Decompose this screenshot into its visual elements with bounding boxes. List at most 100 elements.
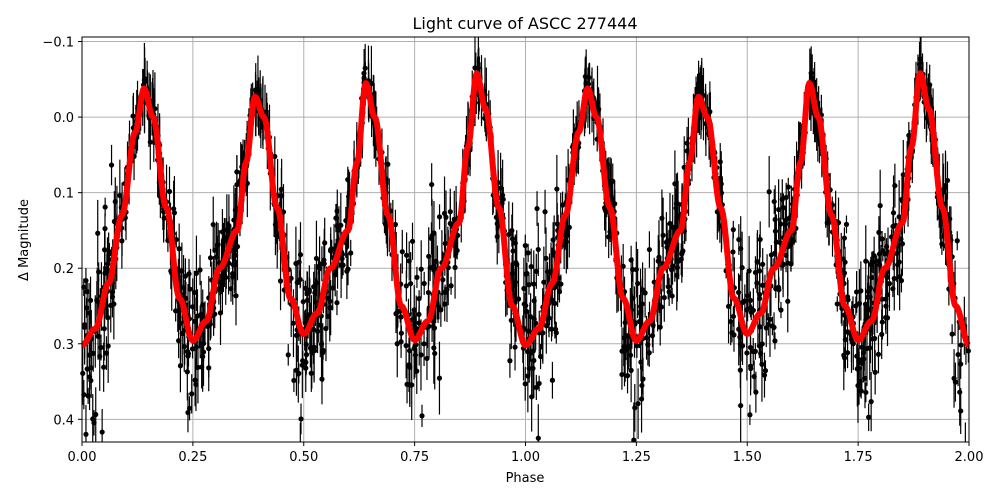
observation-point xyxy=(747,404,753,425)
observation-point xyxy=(834,296,840,312)
observation-point xyxy=(747,332,754,363)
chart-title: Light curve of ASCC 277444 xyxy=(412,14,637,33)
observation-point xyxy=(866,403,872,432)
observation-point xyxy=(294,264,300,301)
observation-point xyxy=(441,176,448,251)
observation-point xyxy=(549,361,556,399)
observation-point xyxy=(436,341,443,415)
observation-point xyxy=(534,191,540,226)
observation-point xyxy=(514,230,520,299)
observation-point xyxy=(879,309,885,360)
observation-point xyxy=(785,270,791,333)
observation-point xyxy=(632,384,638,432)
observation-point xyxy=(620,243,626,289)
observation-point xyxy=(863,382,869,403)
observation-point xyxy=(658,289,665,325)
observation-point xyxy=(863,225,869,298)
x-tick-label: 1.00 xyxy=(511,450,540,465)
observation-point xyxy=(99,409,105,442)
observation-point xyxy=(285,344,291,366)
y-tick-label: 0.3 xyxy=(53,338,74,353)
observation-point xyxy=(891,246,897,311)
observation-point xyxy=(448,276,454,295)
observation-point xyxy=(746,235,752,306)
observation-point xyxy=(179,242,185,300)
observation-point xyxy=(750,338,756,366)
y-axis-label: Δ Magnitude xyxy=(17,199,32,281)
observation-point xyxy=(80,341,86,405)
observation-point xyxy=(288,269,294,288)
observation-point xyxy=(108,144,115,186)
x-tick-label: 0.75 xyxy=(400,450,429,465)
observation-point xyxy=(843,215,850,234)
observation-point xyxy=(628,338,634,403)
observation-point xyxy=(199,345,205,389)
observation-point xyxy=(633,241,639,298)
observation-point xyxy=(879,304,885,340)
observation-point xyxy=(954,231,960,251)
observation-point xyxy=(334,290,340,316)
observation-point xyxy=(406,241,412,281)
y-tick-label: 0.1 xyxy=(53,187,74,202)
observation-point xyxy=(757,221,763,258)
observation-point xyxy=(427,254,433,281)
observation-point xyxy=(958,387,964,434)
x-tick-label: 0.25 xyxy=(178,450,207,465)
observation-point xyxy=(760,248,766,281)
observation-point xyxy=(173,300,179,322)
observation-point xyxy=(95,199,101,267)
x-axis-label: Phase xyxy=(506,471,545,486)
observation-point xyxy=(429,163,435,206)
y-tick-label: 0.2 xyxy=(53,262,74,277)
observation-point xyxy=(425,269,432,316)
observation-point xyxy=(507,343,513,378)
observation-point xyxy=(646,338,652,367)
observation-point xyxy=(328,279,334,336)
observation-point xyxy=(421,271,427,296)
observation-point xyxy=(403,232,410,279)
observation-point xyxy=(942,153,949,218)
observation-point xyxy=(535,222,541,277)
observation-point xyxy=(512,323,518,371)
observation-point xyxy=(419,404,425,427)
x-tick-label: 0.50 xyxy=(289,450,318,465)
observation-point xyxy=(535,404,541,442)
x-tick-label: 2.00 xyxy=(955,450,984,465)
observation-point xyxy=(278,167,284,211)
observation-point xyxy=(418,240,424,299)
observation-point xyxy=(679,227,685,277)
observation-point xyxy=(193,235,200,311)
x-tick-label: 0.00 xyxy=(68,450,97,465)
observation-point xyxy=(949,324,955,344)
observation-point xyxy=(674,172,681,235)
observation-point xyxy=(858,261,864,321)
observation-point xyxy=(640,357,646,401)
observation-point xyxy=(90,394,96,442)
observation-point xyxy=(214,235,220,255)
observation-point xyxy=(646,231,653,268)
observation-point xyxy=(101,229,108,271)
observation-point xyxy=(659,189,665,247)
observation-point xyxy=(509,214,515,247)
observation-point xyxy=(747,298,754,318)
observation-point xyxy=(105,309,111,383)
observation-point xyxy=(763,308,769,348)
observation-point xyxy=(91,410,97,436)
observation-point xyxy=(416,306,422,323)
observation-point xyxy=(207,248,214,267)
observation-point xyxy=(438,292,444,327)
observation-point xyxy=(533,374,539,400)
observation-point xyxy=(533,253,539,289)
observation-point xyxy=(297,270,303,289)
observation-point xyxy=(101,342,107,392)
observation-point xyxy=(776,276,782,303)
observation-point xyxy=(298,403,304,435)
observation-point xyxy=(536,375,542,392)
observation-point xyxy=(102,197,108,217)
observation-point xyxy=(772,205,779,257)
observation-point xyxy=(742,284,748,318)
observation-point xyxy=(195,331,201,404)
observation-point xyxy=(657,308,663,346)
x-tick-label: 1.75 xyxy=(844,450,873,465)
observation-point xyxy=(955,323,961,387)
